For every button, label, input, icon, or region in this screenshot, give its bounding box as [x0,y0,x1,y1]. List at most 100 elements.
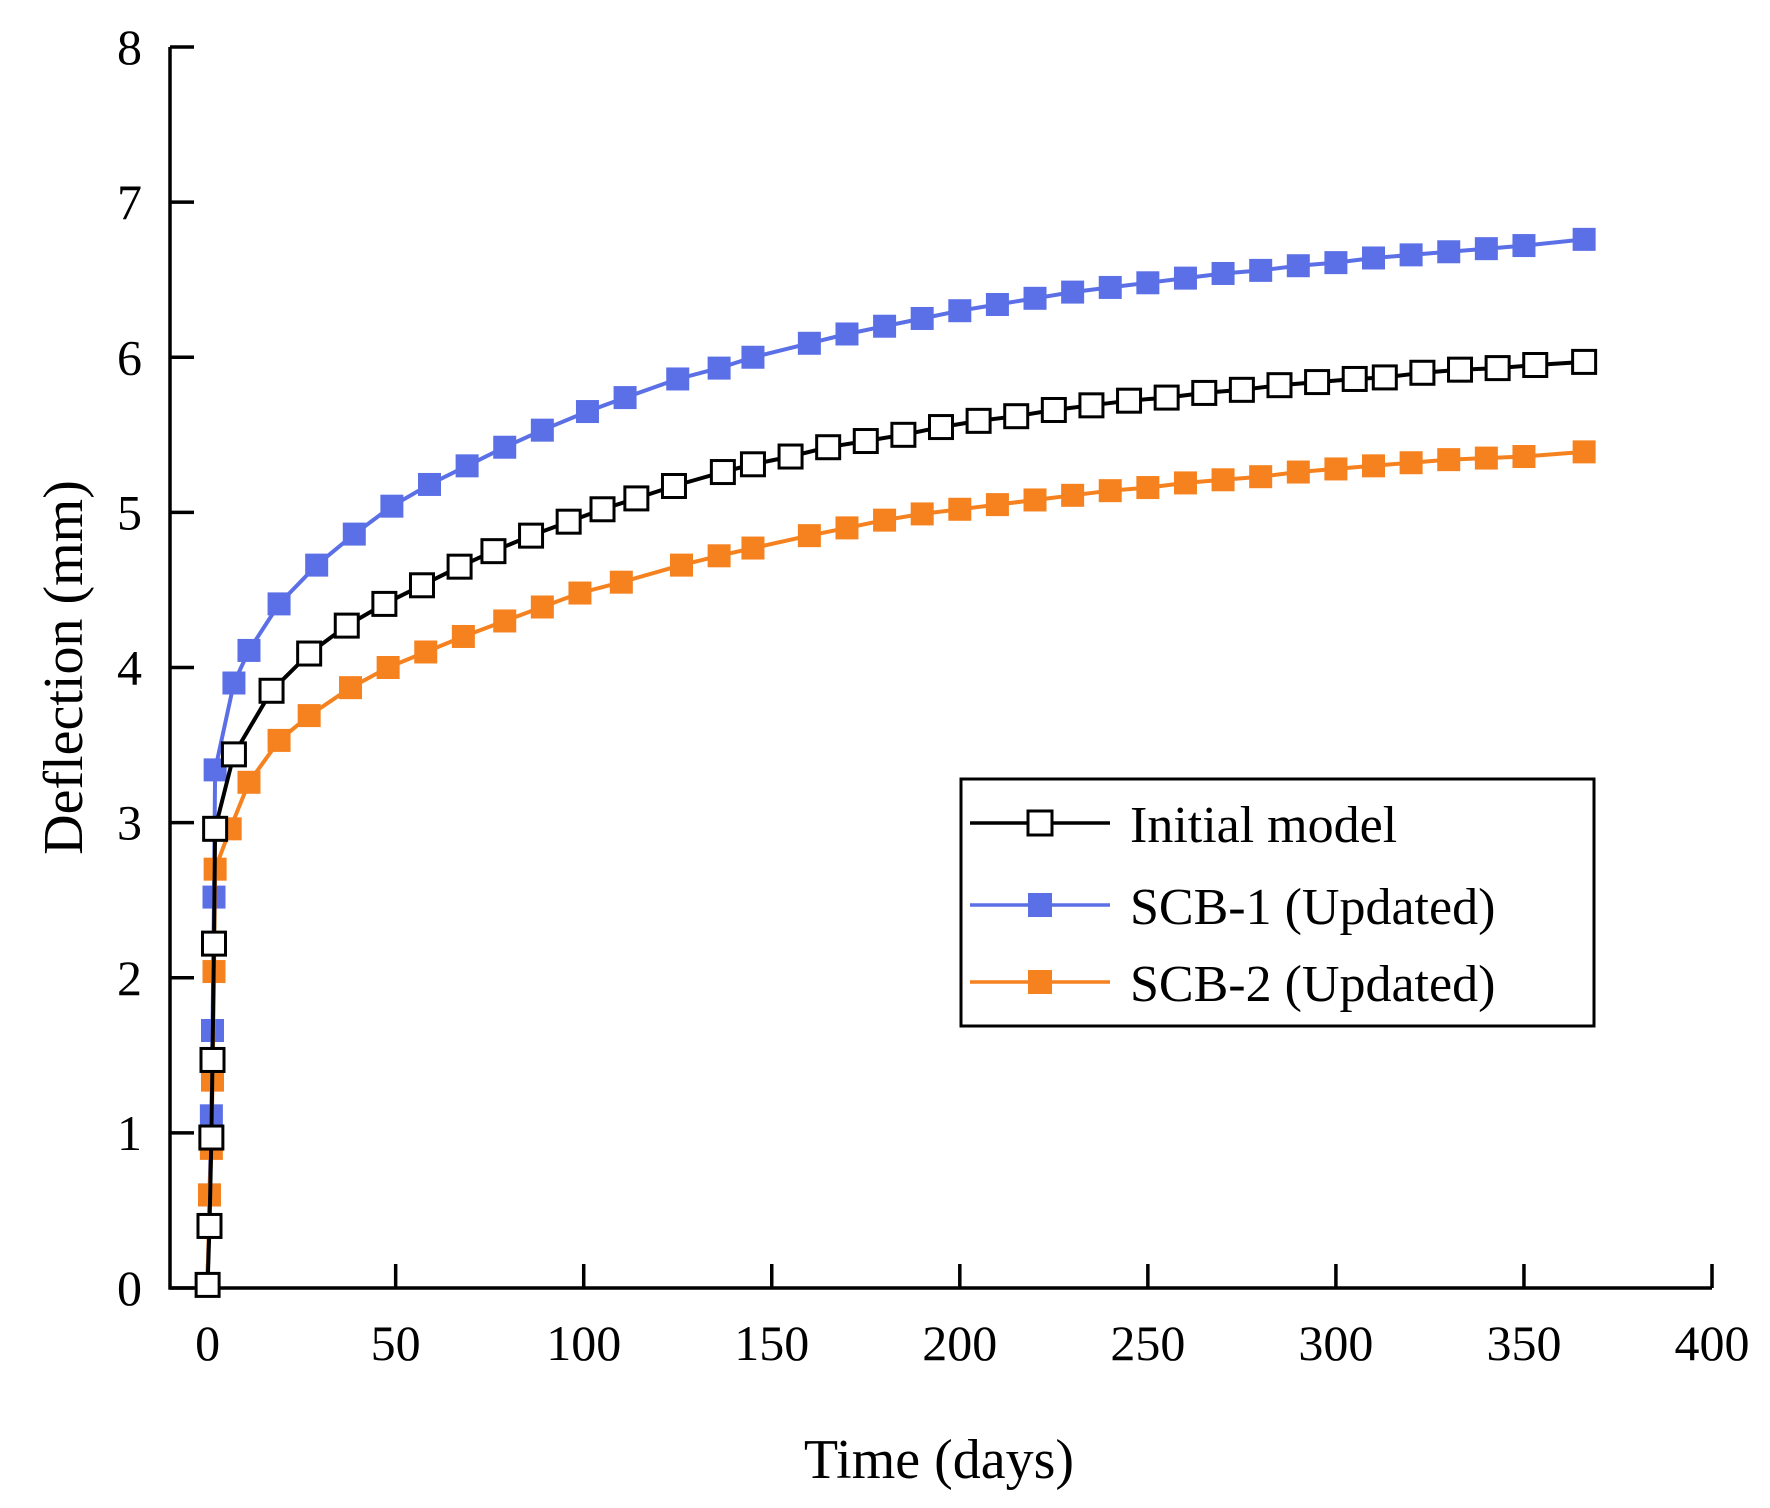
data-point [1572,440,1596,464]
data-point [613,386,637,410]
data-point [660,473,687,500]
data-point [1211,261,1235,285]
data-point [568,581,592,605]
legend: Initial model SCB-1 (Updated) SCB-2 (Upd… [959,777,1596,1028]
data-point [835,322,859,346]
data-point [480,538,507,565]
y-tick-label: 3 [117,795,142,851]
data-point [1437,240,1461,264]
data-point [342,522,366,546]
data-point [1003,403,1030,430]
data-point [709,459,736,486]
data-point [777,443,804,470]
data-point [446,553,473,580]
y-tick-label: 7 [117,174,142,230]
data-point [518,522,545,549]
data-point [1484,355,1511,382]
data-point [339,676,363,700]
data-point [530,418,554,442]
x-tick-label: 400 [1675,1315,1750,1371]
data-point [1522,352,1549,379]
data-point [1249,258,1273,282]
data-point [1173,471,1197,495]
legend-label-scb-2: SCB-2 (Updated) [1130,956,1495,1013]
series-0 [194,348,1598,1298]
data-point [965,407,992,434]
data-point [707,544,731,568]
data-point [815,434,842,461]
x-tick-label: 50 [371,1315,421,1371]
data-point [267,592,291,616]
y-tick-label: 5 [117,484,142,540]
data-point [1136,476,1160,500]
data-point [948,299,972,323]
data-point [1040,396,1067,423]
data-point [451,624,475,648]
y-tick-label: 0 [117,1260,142,1316]
data-point [202,815,229,842]
data-point [1211,468,1235,492]
data-point [1173,266,1197,290]
data-point [873,314,897,338]
data-point [589,496,616,523]
data-point [985,493,1009,517]
data-point [1078,392,1105,419]
data-point [1399,451,1423,475]
x-tick-label: 150 [734,1315,809,1371]
legend-label-scb-1: SCB-1 (Updated) [1130,879,1495,936]
data-point [575,400,599,424]
data-point [623,485,650,512]
y-tick-label: 1 [117,1105,142,1161]
x-axis-label: Time (days) [804,1429,1074,1491]
data-point [198,1124,225,1151]
data-point [296,640,323,667]
data-point [1098,275,1122,299]
data-point [1098,479,1122,503]
data-point [1286,254,1310,278]
data-point [928,414,954,441]
data-point [910,306,934,330]
data-point [797,524,821,548]
data-point [852,428,879,455]
x-tick-label: 100 [546,1315,621,1371]
data-point [530,595,554,619]
data-point [408,572,435,599]
data-point [418,472,442,496]
data-point [609,570,633,594]
legend-marker-scb-1 [1028,893,1052,917]
data-point [1571,348,1598,375]
data-point [666,367,690,391]
y-tick-label: 4 [117,640,142,696]
data-point [305,553,329,577]
data-point [493,435,517,459]
data-point [222,671,246,695]
legend-box [959,777,1596,1028]
data-point [890,421,917,448]
data-point [414,640,438,664]
data-point [707,356,731,380]
data-point [380,494,404,518]
data-point [237,638,261,662]
data-point [1061,280,1085,304]
data-point [948,497,972,521]
data-point [1512,234,1536,258]
data-point [1399,243,1423,267]
data-point [873,508,897,532]
data-point [333,612,360,639]
data-point [1304,369,1331,396]
legend-marker-scb-2 [1028,970,1052,994]
data-point [1023,488,1047,512]
data-point [1447,356,1474,383]
data-point [1023,286,1047,310]
data-point [376,656,400,679]
series-2 [196,440,1596,1297]
data-point [220,741,247,768]
data-point [1228,376,1255,403]
data-point [1061,483,1085,507]
data-point [1437,448,1461,472]
series-line [205,237,1585,1285]
data-point [237,770,261,794]
data-point [741,345,765,369]
data-point [1512,445,1536,469]
data-point [741,536,765,560]
